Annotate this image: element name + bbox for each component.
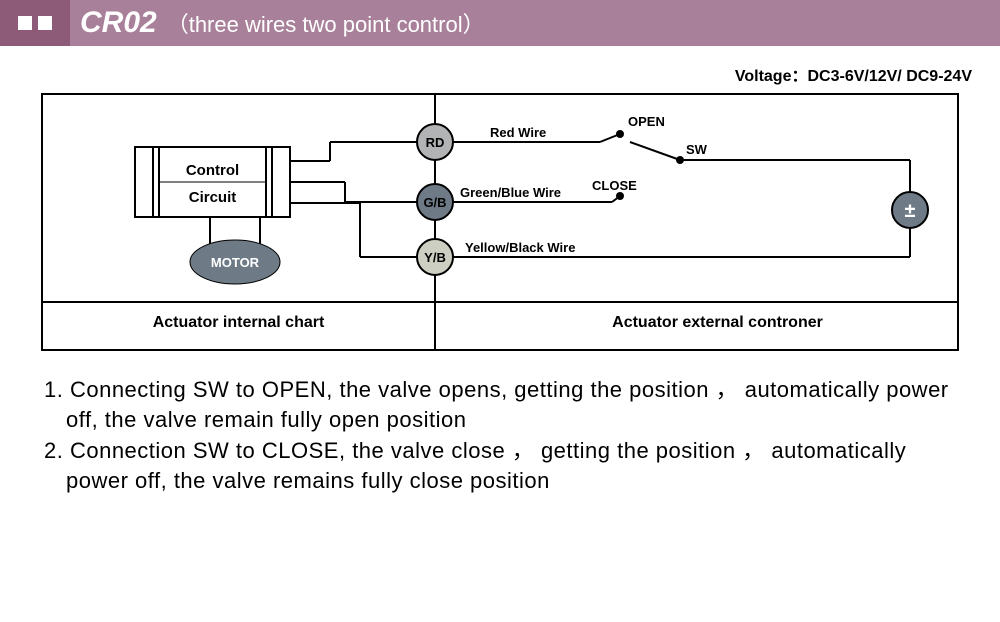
svg-text:G/B: G/B bbox=[423, 195, 446, 210]
svg-text:±: ± bbox=[905, 200, 916, 222]
svg-text:CLOSE: CLOSE bbox=[592, 178, 637, 193]
title-sub: （three wires two point control） bbox=[167, 7, 485, 39]
note-1: 1. Connecting SW to OPEN, the valve open… bbox=[44, 375, 972, 434]
svg-text:SW: SW bbox=[686, 142, 708, 157]
voltage-label: Voltage：DC3-6V/12V/ DC9-24V bbox=[0, 46, 1000, 92]
header-bar: CR02 （three wires two point control） bbox=[0, 0, 1000, 46]
svg-text:Actuator internal chart: Actuator internal chart bbox=[153, 314, 325, 331]
wiring-diagram: Actuator internal chart Actuator external… bbox=[40, 92, 960, 357]
svg-text:Green/Blue Wire: Green/Blue Wire bbox=[460, 185, 561, 200]
svg-text:Control: Control bbox=[186, 162, 239, 179]
note-2: 2. Connection SW to CLOSE, the valve clo… bbox=[44, 436, 972, 495]
svg-text:Circuit: Circuit bbox=[189, 189, 237, 206]
square-icon bbox=[18, 16, 32, 30]
title-main: CR02 bbox=[80, 6, 157, 40]
svg-text:MOTOR: MOTOR bbox=[211, 255, 260, 270]
svg-text:Actuator external controner: Actuator external controner bbox=[612, 314, 823, 331]
svg-text:Yellow/Black Wire: Yellow/Black Wire bbox=[465, 240, 575, 255]
square-icon bbox=[38, 16, 52, 30]
svg-text:Y/B: Y/B bbox=[424, 250, 446, 265]
svg-text:RD: RD bbox=[426, 135, 445, 150]
header-title-area: CR02 （three wires two point control） bbox=[70, 0, 1000, 46]
header-decor bbox=[0, 0, 70, 46]
notes: 1. Connecting SW to OPEN, the valve open… bbox=[0, 357, 1000, 496]
svg-text:OPEN: OPEN bbox=[628, 114, 665, 129]
svg-text:Red Wire: Red Wire bbox=[490, 125, 546, 140]
